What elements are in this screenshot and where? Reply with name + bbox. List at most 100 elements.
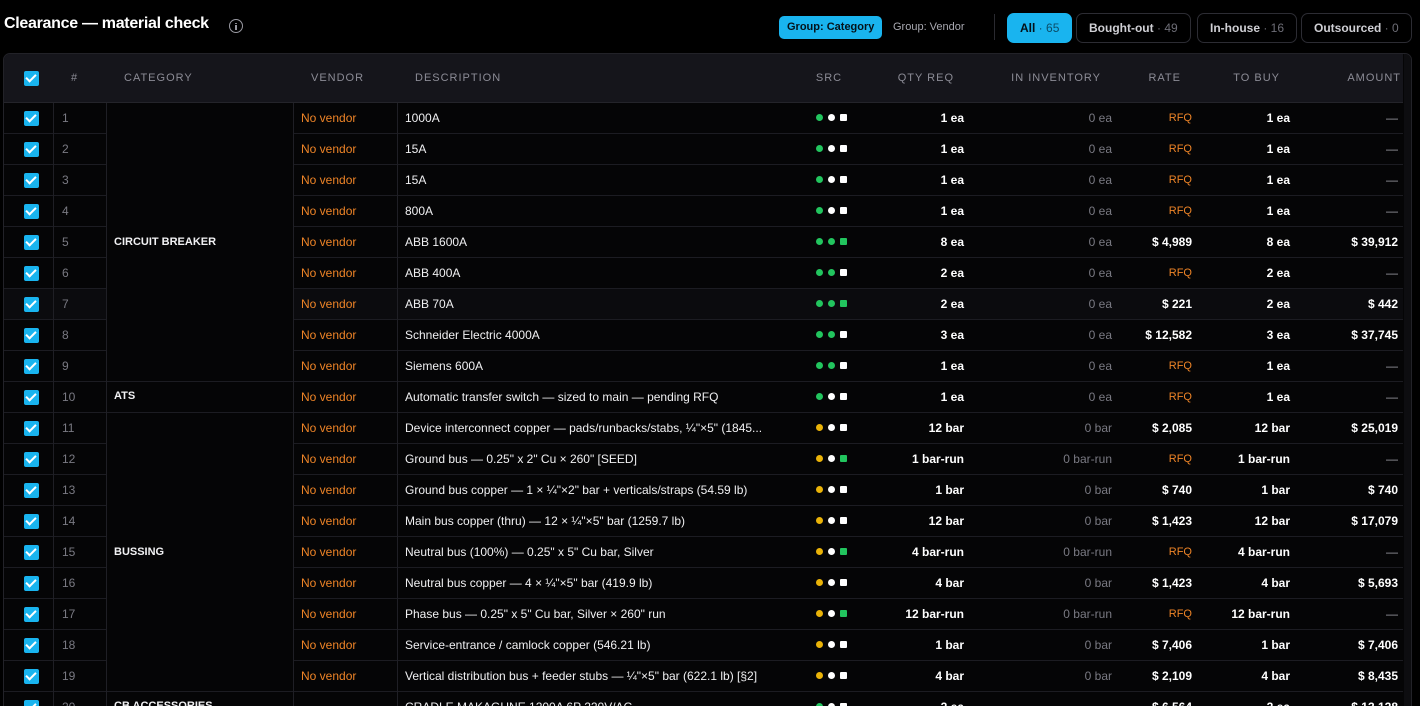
row-checkbox[interactable] [24, 142, 39, 157]
col-header-qty-req[interactable]: QTY REQ [897, 72, 954, 84]
info-icon[interactable] [229, 19, 243, 33]
col-header-category[interactable]: CATEGORY [124, 72, 193, 84]
table-row[interactable]: 20 CRADLE MAKAGUNE 1200A 6P 220V/AC 2 ea $ … [4, 692, 1403, 706]
vendor-cell[interactable]: No vendor [301, 204, 357, 218]
table-row[interactable]: 12 No vendor Ground bus — 0.25" x 2" Cu × … [4, 444, 1403, 475]
group-by-category-toggle[interactable]: Group: Category [779, 16, 883, 39]
vendor-cell[interactable]: No vendor [301, 514, 357, 528]
source-square [840, 548, 847, 555]
qty-required: 1 bar-run [911, 452, 964, 466]
vendor-cell[interactable]: No vendor [301, 452, 357, 466]
source-dot [816, 703, 823, 706]
vendor-cell[interactable]: No vendor [301, 545, 357, 559]
vendor-cell[interactable]: No vendor [301, 390, 357, 404]
row-checkbox[interactable] [24, 173, 39, 188]
qty-required: 8 ea [940, 235, 964, 249]
filter-in-house-button[interactable]: In-house · 16 [1197, 13, 1298, 43]
table-row[interactable]: 10 No vendor Automatic transfer switch — s… [4, 382, 1403, 413]
table-row[interactable]: 14 No vendor Main bus copper (thru) — 12 ×… [4, 506, 1403, 537]
vendor-cell[interactable]: No vendor [301, 328, 357, 342]
row-checkbox[interactable] [24, 483, 39, 498]
filter-outsourced-button[interactable]: Outsourced · 0 [1301, 13, 1412, 43]
vendor-cell[interactable]: No vendor [301, 142, 357, 156]
table-row[interactable]: 1 No vendor 1000A 1 ea 0 ea RFQ 1 ea — [4, 103, 1403, 134]
col-header-src[interactable]: SRC [815, 72, 843, 84]
filter-all-button[interactable]: All · 65 [1007, 13, 1073, 43]
table-row[interactable]: 6 No vendor ABB 400A 2 ea 0 ea RFQ 2 ea — [4, 258, 1403, 289]
row-checkbox[interactable] [24, 266, 39, 281]
rate-cell: RFQ [1168, 608, 1192, 620]
col-header-to-buy[interactable]: TO BUY [1233, 72, 1280, 84]
table-row[interactable]: 9 No vendor Siemens 600A 1 ea 0 ea RFQ 1 ea — [4, 351, 1403, 382]
table-row[interactable]: 3 No vendor 15A 1 ea 0 ea RFQ 1 ea — [4, 165, 1403, 196]
qty-required: 1 ea [940, 173, 964, 187]
row-checkbox[interactable] [24, 297, 39, 312]
row-checkbox[interactable] [24, 700, 39, 706]
row-checkbox[interactable] [24, 235, 39, 250]
col-header-vendor[interactable]: VENDOR [311, 72, 365, 84]
row-checkbox[interactable] [24, 328, 39, 343]
source-dot [816, 486, 823, 493]
source-dot [828, 548, 835, 555]
row-checkbox[interactable] [24, 638, 39, 653]
row-checkbox[interactable] [24, 390, 39, 405]
row-checkbox[interactable] [24, 514, 39, 529]
rate-cell: RFQ [1168, 453, 1192, 465]
table-row[interactable]: 11 No vendor Device interconnect copper — … [4, 413, 1403, 444]
table-row[interactable]: 17 No vendor Phase bus — 0.25" x 5" Cu bar… [4, 599, 1403, 630]
row-checkbox[interactable] [24, 607, 39, 622]
vendor-cell[interactable]: No vendor [301, 421, 357, 435]
vendor-cell[interactable]: No vendor [301, 111, 357, 125]
row-checkbox[interactable] [24, 545, 39, 560]
col-header-in-inventory[interactable]: IN INVENTORY [1011, 72, 1101, 84]
filter-label: Bought-out [1089, 21, 1154, 35]
category-divider [107, 381, 293, 382]
col-header-description[interactable]: DESCRIPTION [415, 72, 502, 84]
source-indicators [814, 486, 854, 494]
table-row[interactable]: 19 No vendor Vertical distribution bus + f… [4, 661, 1403, 692]
vendor-cell[interactable]: No vendor [301, 359, 357, 373]
col-header-num[interactable]: # [71, 72, 79, 84]
table-row[interactable]: 8 No vendor Schneider Electric 4000A 3 ea 0 … [4, 320, 1403, 351]
filter-bought-out-button[interactable]: Bought-out · 49 [1076, 13, 1191, 43]
group-by-vendor-toggle[interactable]: Group: Vendor [893, 21, 965, 33]
to-buy: 3 ea [1266, 328, 1290, 342]
category-label: ATS [114, 390, 136, 402]
table-row[interactable]: 4 No vendor 800A 1 ea 0 ea RFQ 1 ea — [4, 196, 1403, 227]
table-row[interactable]: 5 No vendor ABB 1600A 8 ea 0 ea $ 4,989 8 ea $ … [4, 227, 1403, 258]
table-row[interactable]: 13 No vendor Ground bus copper — 1 × ¼"×2"… [4, 475, 1403, 506]
row-checkbox[interactable] [24, 204, 39, 219]
table-row[interactable]: 18 No vendor Service-entrance / camlock co… [4, 630, 1403, 661]
qty-required: 12 bar [928, 421, 964, 435]
vendor-cell[interactable]: No vendor [301, 173, 357, 187]
source-indicators [814, 672, 854, 680]
vendor-cell[interactable]: No vendor [301, 669, 357, 683]
source-dot [816, 207, 823, 214]
row-checkbox[interactable] [24, 669, 39, 684]
source-square [840, 641, 847, 648]
col-header-rate[interactable]: RATE [1148, 72, 1181, 84]
vendor-cell[interactable]: No vendor [301, 483, 357, 497]
vendor-cell[interactable]: No vendor [301, 297, 357, 311]
row-checkbox[interactable] [24, 111, 39, 126]
row-checkbox[interactable] [24, 576, 39, 591]
vertical-scrollbar[interactable] [1404, 54, 1411, 706]
row-checkbox[interactable] [24, 421, 39, 436]
vendor-cell[interactable]: No vendor [301, 235, 357, 249]
col-header-amount[interactable]: AMOUNT [1347, 72, 1401, 84]
select-all-checkbox[interactable] [24, 71, 39, 86]
amount-cell: $ 7,406 [1357, 638, 1398, 652]
vendor-cell[interactable]: No vendor [301, 576, 357, 590]
table-row[interactable]: 15 No vendor Neutral bus (100%) — 0.25" x … [4, 537, 1403, 568]
to-buy: 1 ea [1266, 142, 1290, 156]
row-checkbox[interactable] [24, 452, 39, 467]
qty-required: 4 bar-run [911, 545, 964, 559]
vendor-cell[interactable]: No vendor [301, 638, 357, 652]
qty-required: 1 ea [940, 359, 964, 373]
amount-cell: $ 25,019 [1351, 421, 1398, 435]
vendor-cell[interactable]: No vendor [301, 607, 357, 621]
vendor-cell[interactable]: No vendor [301, 266, 357, 280]
row-checkbox[interactable] [24, 359, 39, 374]
table-row[interactable]: 16 No vendor Neutral bus copper — 4 × ¼"×5… [4, 568, 1403, 599]
table-row[interactable]: 2 No vendor 15A 1 ea 0 ea RFQ 1 ea — [4, 134, 1403, 165]
